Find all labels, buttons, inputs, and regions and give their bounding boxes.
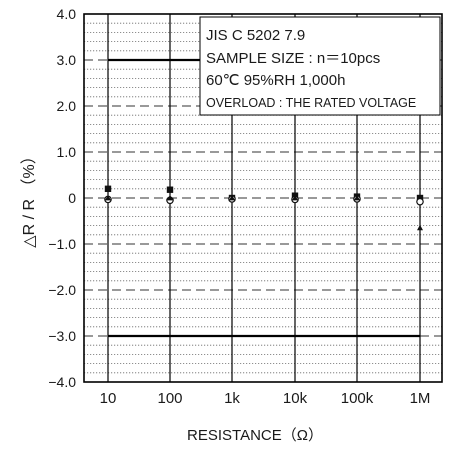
y-axis-label: △R / R （%） (20, 148, 38, 247)
square-marker (166, 186, 174, 193)
triangle-marker (417, 224, 423, 231)
x-tick-label: 100 (157, 390, 182, 407)
triangle-marker (229, 194, 235, 201)
triangle-marker (105, 194, 111, 201)
y-tick-labels: 4.0 3.0 2.0 1.0 0 −1.0 −2.0 −3.0 −4.0 (48, 6, 76, 390)
triangle-marker (354, 194, 360, 201)
circle-marker (416, 197, 424, 206)
y-tick-label: −2.0 (48, 282, 76, 298)
x-axis-label: RESISTANCE（Ω） (187, 427, 323, 444)
y-tick-label: −4.0 (48, 374, 76, 390)
y-tick-label: 1.0 (57, 144, 77, 160)
triangle-marker (167, 194, 173, 201)
y-tick-label: 2.0 (57, 98, 77, 114)
triangle-marker (292, 194, 298, 201)
x-tick-label: 1k (224, 390, 240, 407)
y-tick-label: −1.0 (48, 236, 76, 252)
x-tick-label: 10k (283, 390, 308, 407)
x-tick-label: 100k (341, 390, 374, 407)
annotation-sample-size: SAMPLE SIZE : n＝10pcs (206, 50, 380, 67)
y-tick-label: 4.0 (57, 6, 77, 22)
annotation-standard: JIS C 5202 7.9 (206, 27, 305, 44)
annotation-overload: OVERLOAD : THE RATED VOLTAGE (206, 96, 416, 110)
y-tick-label: −3.0 (48, 328, 76, 344)
annotation-condition: 60℃ 95%RH 1,000h (206, 72, 345, 89)
x-tick-label: 1M (410, 390, 431, 407)
y-tick-label: 0 (68, 190, 76, 206)
square-marker (104, 185, 112, 192)
plot-frame (83, 13, 443, 383)
x-tick-labels: 10 100 1k 10k 100k 1M (100, 390, 431, 407)
data-points (104, 185, 424, 231)
annotation-box: JIS C 5202 7.9 SAMPLE SIZE : n＝10pcs 60℃… (199, 16, 441, 116)
y-tick-label: 3.0 (57, 52, 77, 68)
x-tick-label: 10 (100, 390, 117, 407)
